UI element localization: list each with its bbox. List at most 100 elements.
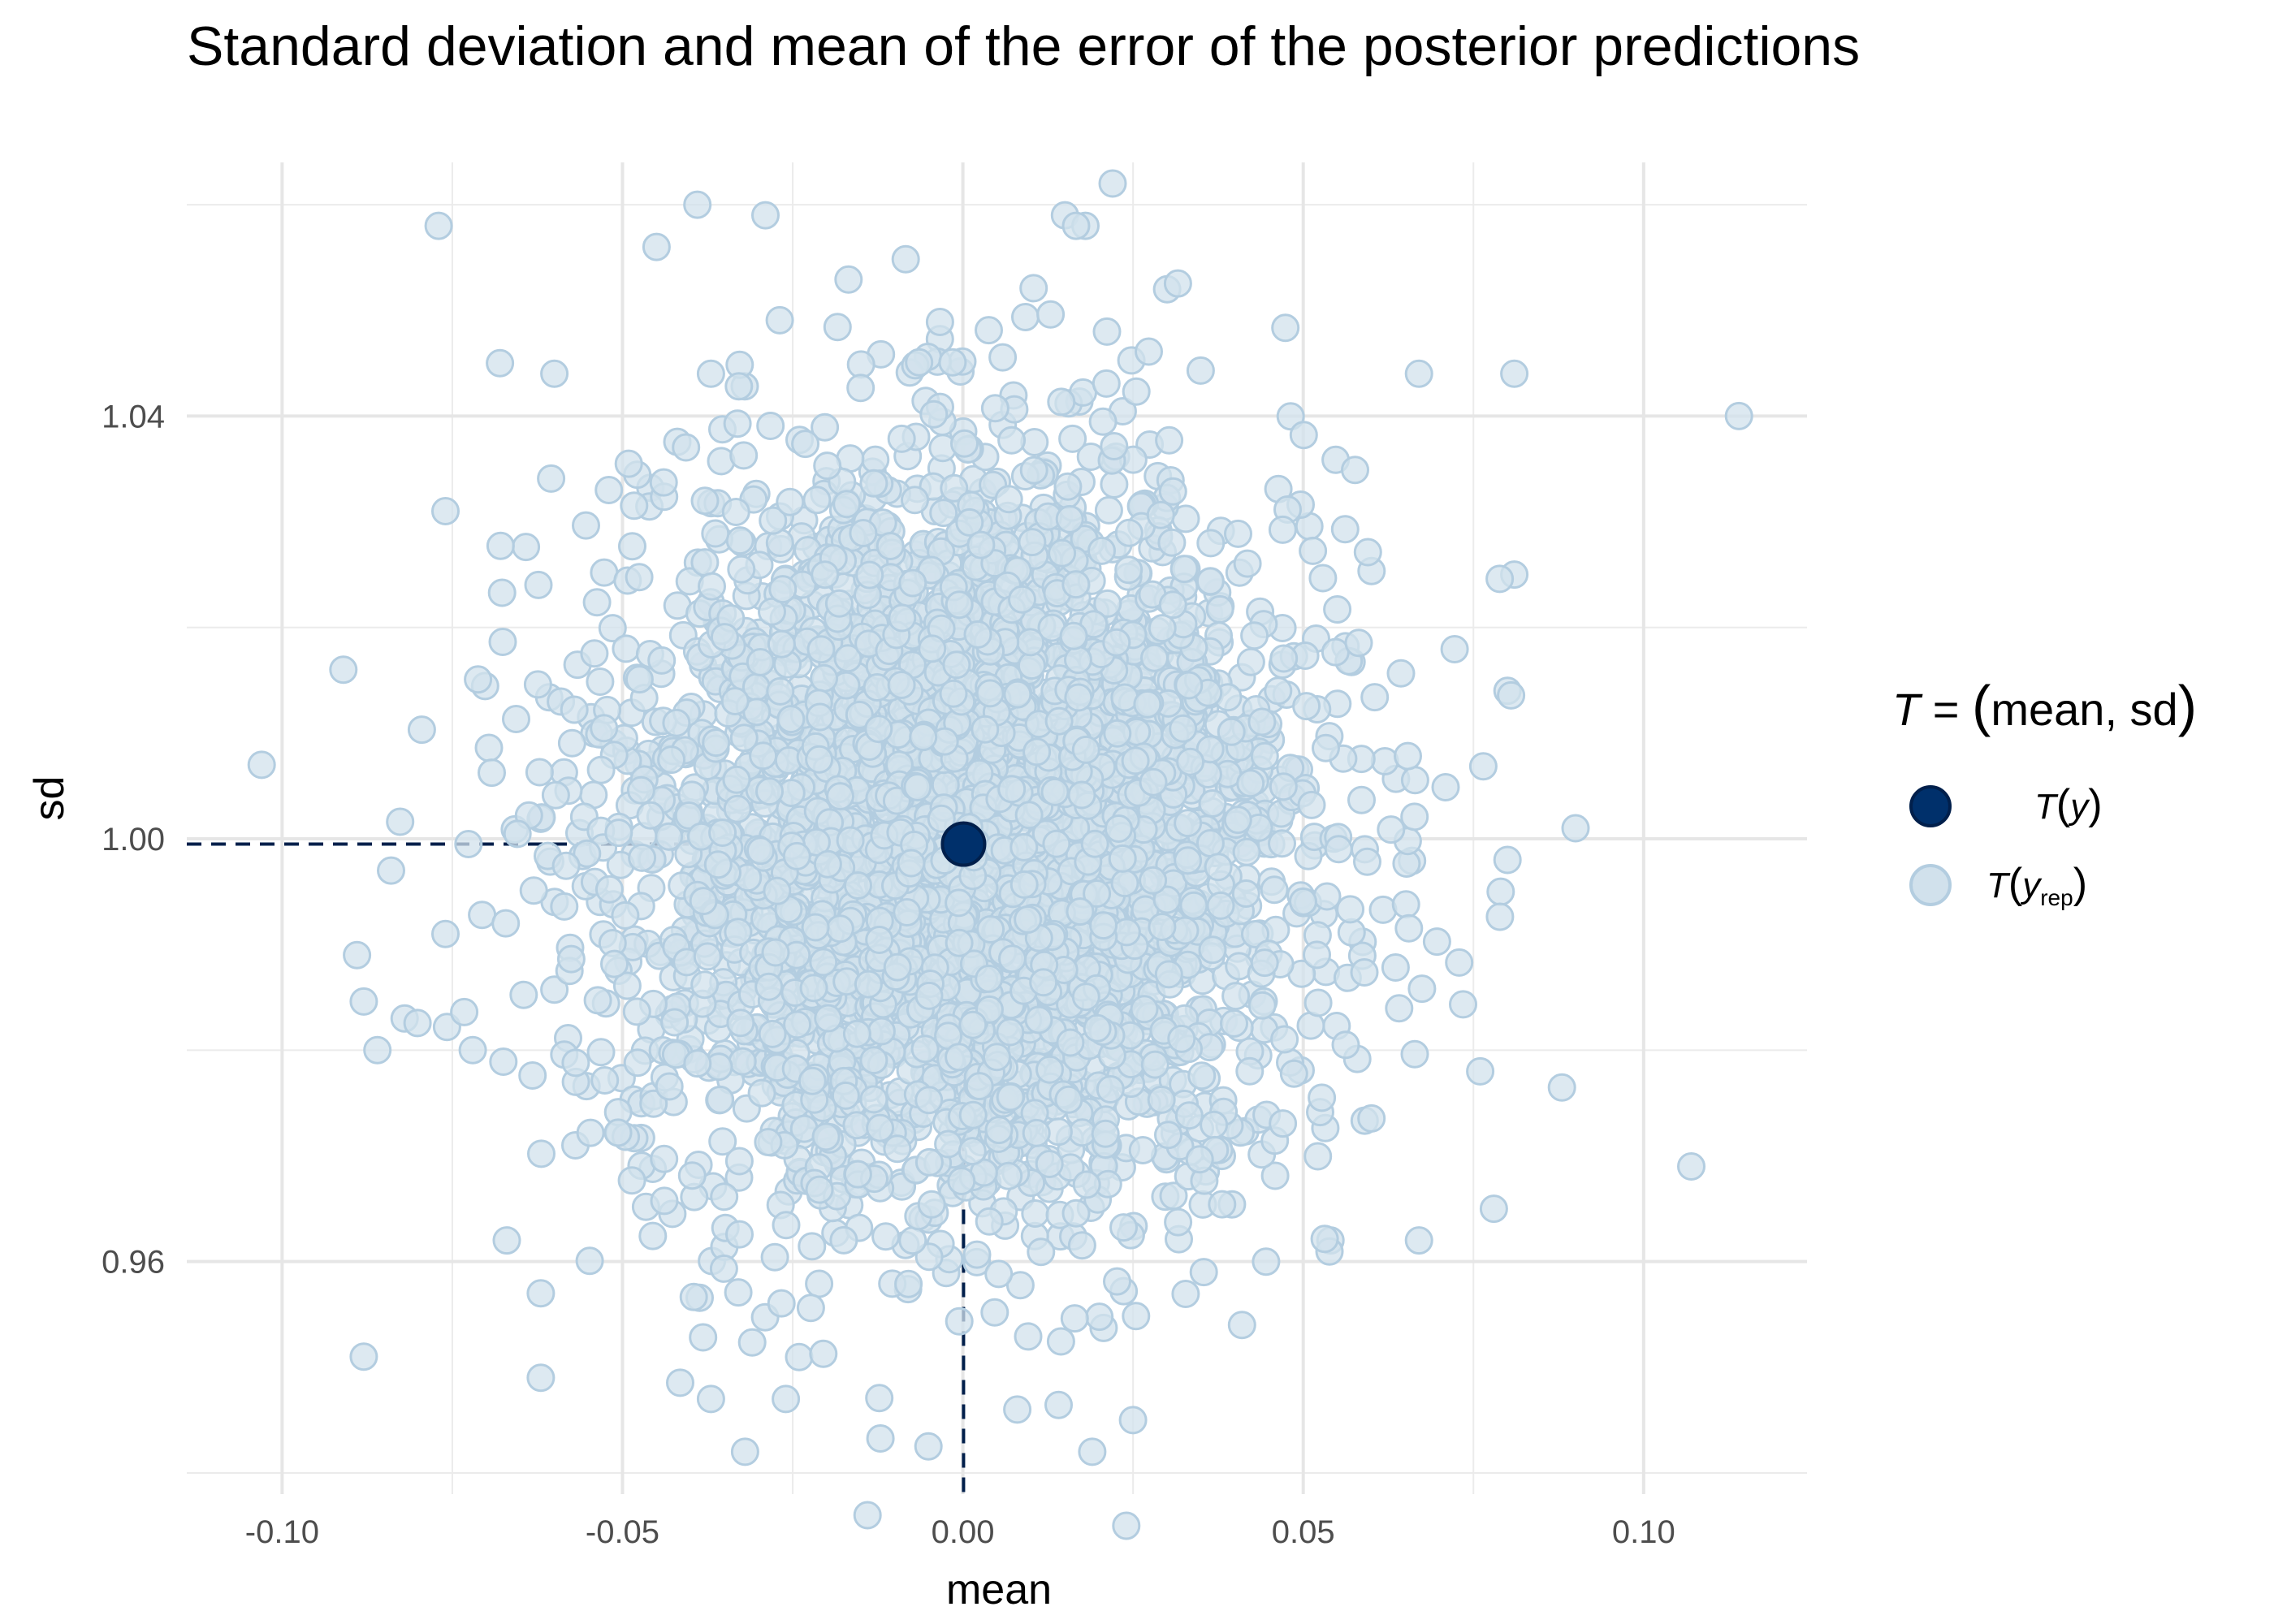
yrep-point	[1064, 683, 1093, 712]
yrep-point	[1100, 432, 1129, 460]
yrep-point	[914, 1432, 943, 1461]
legend-key-y	[1909, 785, 1952, 827]
yrep-point	[810, 663, 839, 693]
yrep-point	[1386, 659, 1416, 688]
yrep-point	[1071, 983, 1100, 1012]
yrep-point	[431, 919, 460, 948]
yrep-point	[1029, 968, 1058, 997]
legend-label-yrep-rparen: )	[2073, 860, 2087, 907]
yrep-point	[811, 412, 840, 442]
yrep-point	[1252, 1247, 1281, 1276]
yrep-point	[1064, 646, 1092, 675]
yrep-point	[855, 560, 884, 590]
yrep-point	[561, 1048, 590, 1078]
yrep-point	[1085, 1302, 1114, 1332]
yrep-point	[1485, 902, 1515, 931]
yrep-point	[846, 374, 875, 403]
yrep-point	[662, 708, 691, 737]
yrep-point	[1114, 518, 1143, 547]
yrep-point	[598, 614, 627, 643]
yrep-point	[728, 1047, 757, 1076]
yrep-point	[642, 232, 671, 261]
yrep-point	[799, 974, 828, 1003]
yrep-point	[1394, 741, 1422, 771]
yrep-point	[755, 777, 784, 806]
yrep-point	[617, 1166, 646, 1195]
yrep-point	[488, 628, 517, 656]
yrep-point	[772, 1211, 801, 1240]
yrep-point	[720, 687, 750, 715]
yrep-point	[1158, 590, 1187, 620]
yrep-point	[1400, 1039, 1429, 1069]
yrep-point	[1268, 829, 1296, 858]
yrep-point	[813, 849, 842, 879]
yrep-point	[1241, 920, 1269, 948]
yrep-point	[1360, 683, 1390, 712]
yrep-point	[1148, 614, 1177, 643]
x-tick-label: -0.10	[245, 1514, 319, 1550]
yrep-point	[1198, 789, 1227, 818]
yrep-point	[1018, 528, 1047, 557]
yrep-point	[829, 1225, 858, 1255]
yrep-point	[768, 575, 798, 604]
legend-label-yrep-var: y	[2020, 866, 2043, 905]
yrep-point	[502, 705, 530, 733]
yrep-point	[622, 997, 651, 1026]
yrep-point	[955, 508, 984, 537]
yrep-point	[938, 348, 967, 377]
yrep-point	[724, 1278, 753, 1307]
y-axis-title: sd	[26, 776, 73, 821]
yrep-point	[708, 818, 737, 847]
yrep-point	[1140, 643, 1169, 672]
yrep-point	[503, 819, 532, 849]
yrep-point	[934, 1129, 963, 1159]
yrep-point	[1466, 1056, 1495, 1086]
yrep-point	[525, 758, 554, 787]
yrep-point	[1122, 377, 1151, 406]
yrep-point	[724, 918, 753, 947]
yrep-point	[825, 914, 854, 944]
yrep-point	[726, 1009, 755, 1038]
yrep-point	[997, 425, 1027, 455]
yrep-point	[1009, 870, 1039, 899]
yrep-point	[802, 486, 832, 515]
yrep-point	[1087, 536, 1116, 565]
yrep-point	[706, 1085, 735, 1114]
yrep-point	[798, 1066, 827, 1095]
yrep-point	[512, 533, 541, 562]
yrep-point	[1059, 621, 1088, 650]
yrep-point	[1195, 829, 1225, 857]
yrep-point	[1019, 274, 1048, 303]
yrep-point	[519, 876, 548, 905]
yrep-point	[1250, 948, 1279, 978]
yrep-point	[1096, 1075, 1125, 1104]
yrep-point	[582, 588, 612, 617]
yrep-point	[650, 1186, 679, 1216]
yrep-point	[1308, 1083, 1337, 1112]
yrep-point	[806, 635, 836, 664]
yrep-point	[1174, 846, 1203, 875]
yrep-point	[1186, 356, 1215, 385]
yrep-point	[823, 313, 852, 342]
yrep-point	[696, 359, 725, 388]
x-axis-ticks: -0.10 -0.05 0.00 0.05 0.10	[245, 1514, 1675, 1550]
yrep-point	[1103, 1267, 1131, 1296]
yrep-point	[914, 1086, 944, 1115]
yrep-point	[1176, 747, 1205, 776]
yrep-point	[983, 1043, 1011, 1072]
yrep-point	[1223, 806, 1252, 835]
yrep-point	[842, 1111, 871, 1140]
yrep-point	[721, 498, 750, 526]
yrep-point	[1270, 1025, 1299, 1054]
yrep-point	[945, 888, 974, 918]
yrep-point	[996, 1017, 1025, 1047]
yrep-point	[891, 244, 920, 274]
yrep-point	[1094, 495, 1123, 525]
yrep-point	[1299, 536, 1328, 565]
yrep-point	[1118, 1406, 1148, 1435]
yrep-point	[1061, 570, 1091, 599]
yrep-point	[491, 909, 521, 938]
yrep-point	[1154, 1121, 1182, 1150]
yrep-point	[1400, 766, 1429, 795]
yrep-point	[958, 1100, 988, 1129]
